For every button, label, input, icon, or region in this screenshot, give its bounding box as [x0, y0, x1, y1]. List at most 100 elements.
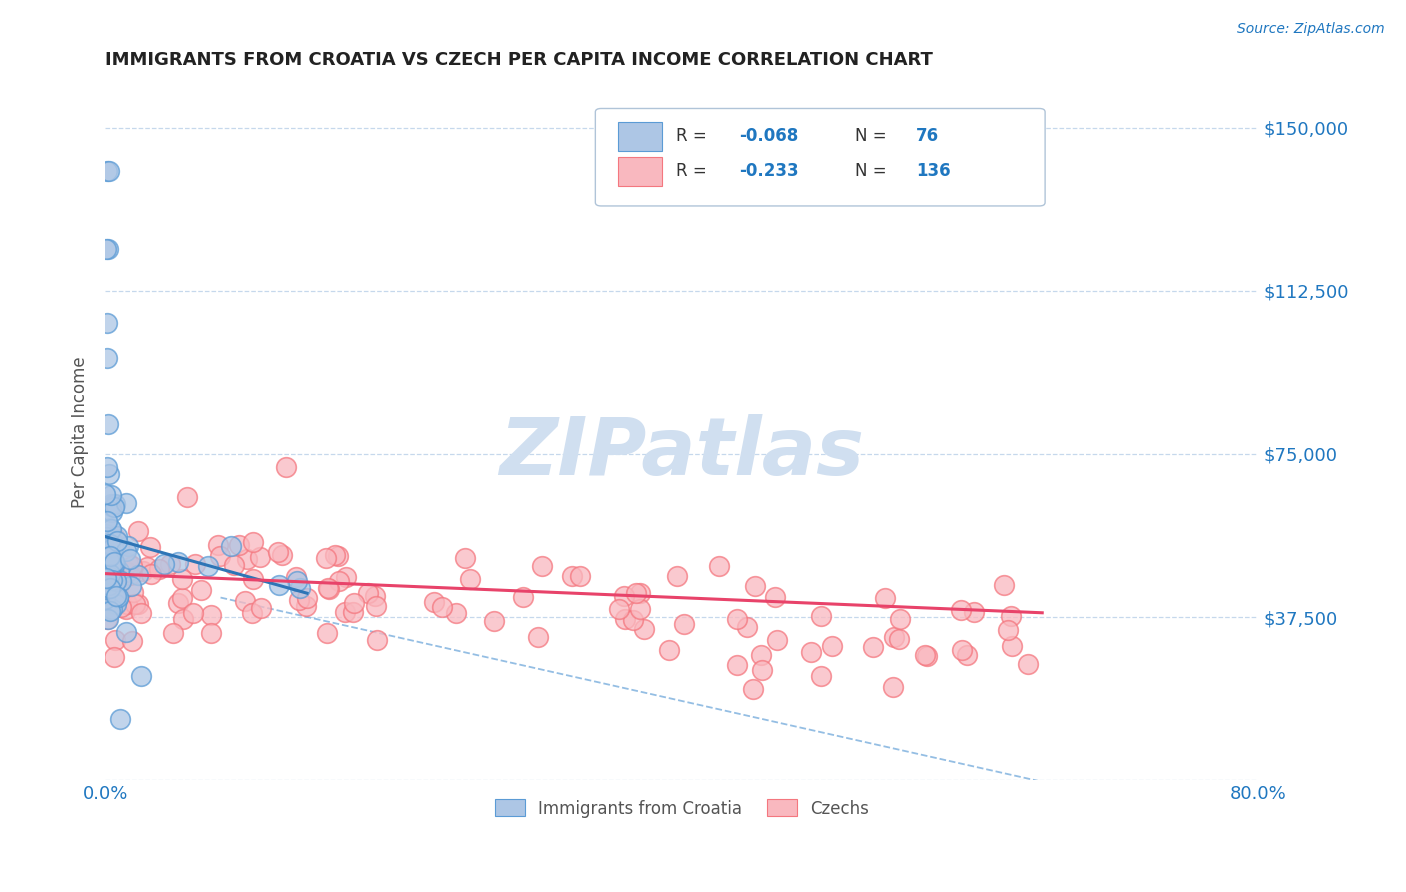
Point — [270, 549, 292, 563]
Text: ZIPatlas: ZIPatlas — [499, 414, 865, 492]
Point — [162, 626, 184, 640]
Point — [115, 625, 138, 640]
Point — [318, 582, 340, 596]
Point — [197, 558, 219, 573]
Point — [666, 568, 689, 582]
Point — [96, 587, 118, 601]
Point — [120, 579, 142, 593]
Point — [170, 572, 193, 586]
Point — [184, 558, 207, 572]
Point — [96, 541, 118, 555]
Point — [101, 565, 124, 579]
Point — [94, 566, 117, 581]
Point — [100, 497, 122, 511]
Point — [810, 608, 832, 623]
Text: 76: 76 — [915, 128, 939, 145]
Point — [108, 564, 131, 578]
Point — [97, 612, 120, 626]
Point — [114, 544, 136, 558]
Point — [100, 566, 122, 581]
Point — [104, 497, 127, 511]
Point — [101, 602, 124, 616]
Point — [607, 601, 630, 615]
Point — [98, 604, 121, 618]
Point — [915, 648, 938, 663]
Point — [882, 680, 904, 694]
Point — [118, 568, 141, 582]
Point — [94, 487, 117, 501]
FancyBboxPatch shape — [595, 109, 1045, 206]
Point — [122, 584, 145, 599]
Point — [103, 588, 125, 602]
Point — [100, 558, 122, 573]
Point — [297, 591, 319, 605]
Point — [97, 563, 120, 577]
Point — [167, 595, 190, 609]
Point — [127, 567, 149, 582]
Point — [673, 617, 696, 632]
Point — [725, 612, 748, 626]
Point — [709, 558, 731, 573]
Text: Source: ZipAtlas.com: Source: ZipAtlas.com — [1237, 22, 1385, 37]
Point — [96, 164, 118, 178]
Point — [98, 578, 121, 592]
Point — [613, 589, 636, 603]
Point — [219, 539, 242, 553]
Y-axis label: Per Capita Income: Per Capita Income — [72, 357, 89, 508]
Point — [749, 648, 772, 663]
Point — [139, 540, 162, 554]
Point — [914, 648, 936, 662]
Point — [100, 592, 122, 607]
Point — [626, 586, 648, 600]
Point — [751, 664, 773, 678]
Point — [121, 634, 143, 648]
Point — [100, 534, 122, 549]
Point — [950, 643, 973, 657]
Legend: Immigrants from Croatia, Czechs: Immigrants from Croatia, Czechs — [488, 793, 876, 824]
Point — [364, 599, 387, 614]
Point — [249, 549, 271, 564]
Point — [115, 496, 138, 510]
Point — [294, 599, 316, 613]
Point — [117, 540, 139, 554]
Point — [267, 578, 290, 592]
Point — [228, 538, 250, 552]
Point — [821, 639, 844, 653]
Point — [328, 574, 350, 588]
Point — [97, 541, 120, 555]
Text: R =: R = — [676, 162, 711, 180]
Point — [458, 572, 481, 586]
Point — [364, 589, 387, 603]
Point — [148, 561, 170, 575]
Point — [512, 590, 534, 604]
Point — [658, 642, 681, 657]
Point — [96, 564, 118, 578]
Point — [103, 500, 125, 514]
Point — [100, 558, 122, 572]
Point — [97, 243, 120, 257]
Point — [267, 545, 290, 559]
Point — [316, 625, 339, 640]
Point — [129, 669, 152, 683]
Point — [628, 601, 651, 615]
Point — [118, 551, 141, 566]
Point — [98, 581, 121, 595]
Text: N =: N = — [855, 128, 891, 145]
Point — [96, 515, 118, 529]
Point — [103, 650, 125, 665]
Point — [127, 597, 149, 611]
Point — [569, 569, 592, 583]
Point — [94, 527, 117, 541]
Point — [963, 605, 986, 619]
Point — [531, 558, 554, 573]
Point — [810, 668, 832, 682]
Point — [159, 557, 181, 571]
Point — [101, 541, 124, 555]
Point — [96, 579, 118, 593]
Point — [883, 631, 905, 645]
Point — [101, 505, 124, 519]
Point — [97, 164, 120, 178]
Point — [94, 591, 117, 606]
Point — [100, 601, 122, 615]
Text: IMMIGRANTS FROM CROATIA VS CZECH PER CAPITA INCOME CORRELATION CHART: IMMIGRANTS FROM CROATIA VS CZECH PER CAP… — [105, 51, 934, 69]
